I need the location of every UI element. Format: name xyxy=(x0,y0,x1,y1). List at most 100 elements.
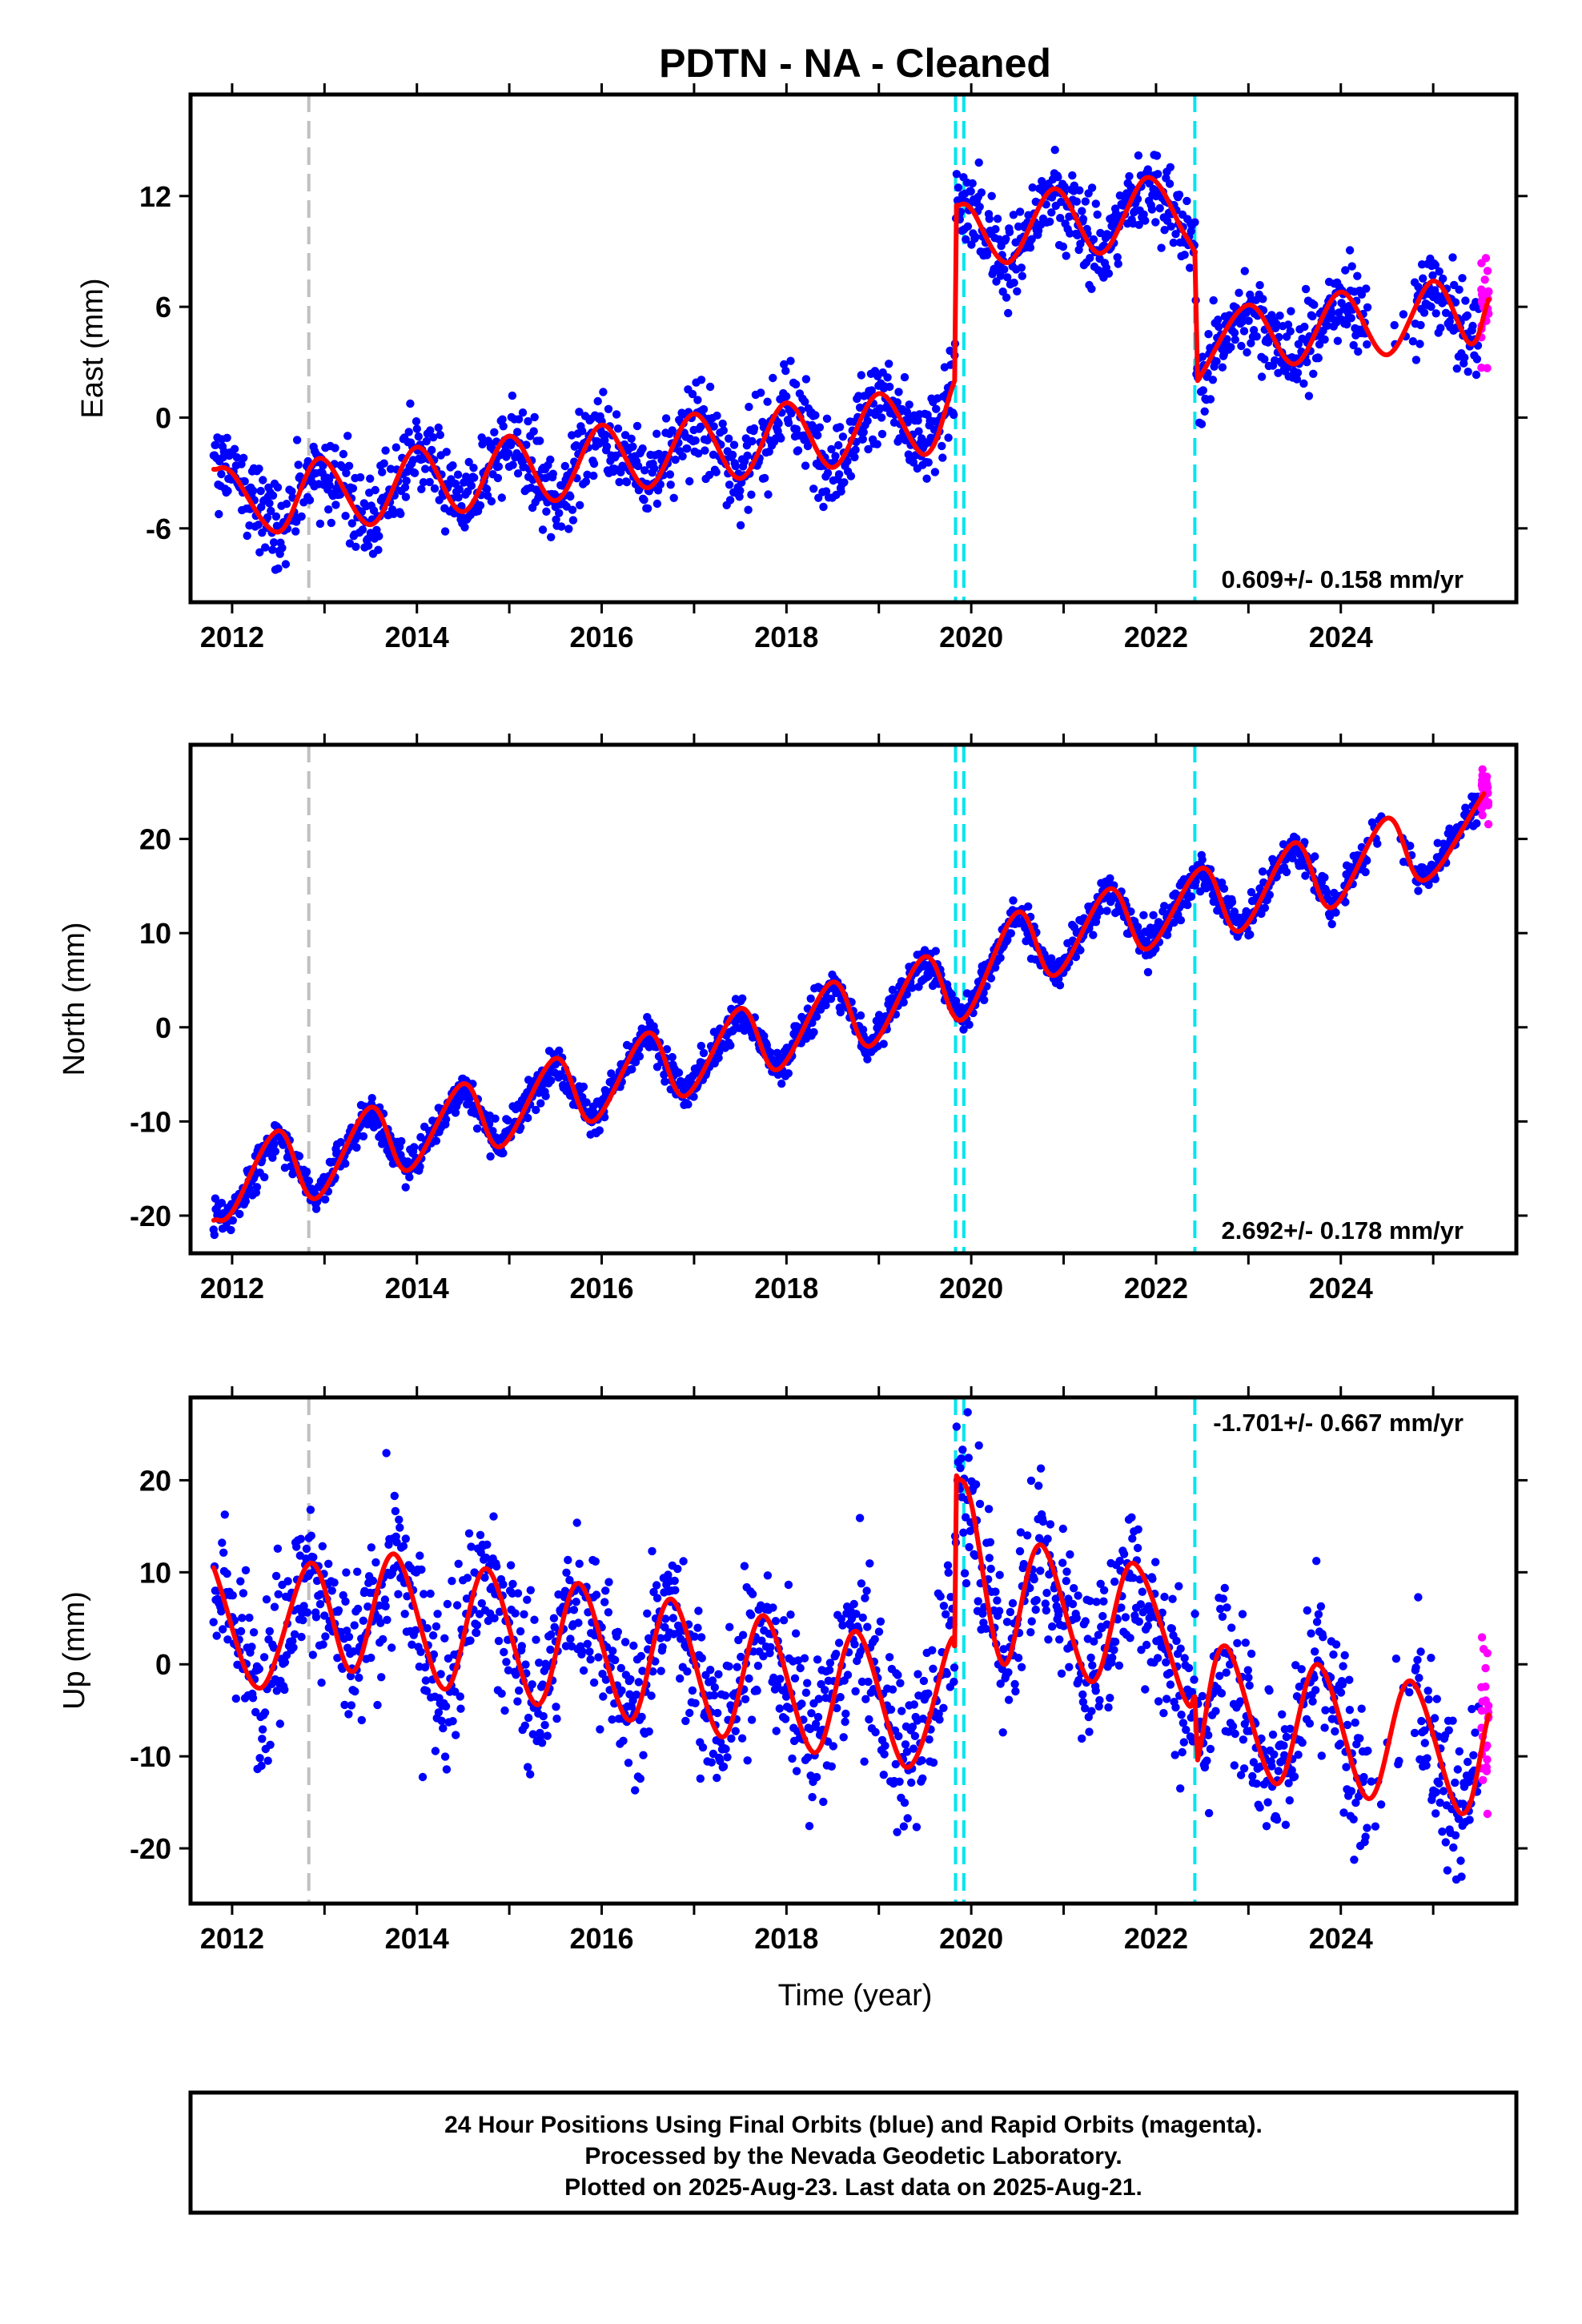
up-final-point xyxy=(863,1622,872,1631)
east-final-point xyxy=(857,371,866,380)
up-final-point xyxy=(236,1626,246,1636)
up-final-point xyxy=(670,1576,679,1586)
east-final-point xyxy=(1058,242,1068,251)
up-final-point xyxy=(995,1570,1004,1579)
up-final-point xyxy=(839,1733,848,1742)
east-final-point xyxy=(782,392,791,401)
east-final-point xyxy=(1134,151,1143,160)
north-final-point xyxy=(635,1051,644,1061)
east-final-point xyxy=(464,457,473,467)
up-final-point xyxy=(656,1634,665,1642)
up-final-point xyxy=(239,1589,248,1598)
up-final-point xyxy=(420,1663,430,1672)
up-final-point xyxy=(900,1798,909,1807)
east-final-point xyxy=(344,461,354,470)
up-final-point xyxy=(489,1512,498,1521)
east-final-point xyxy=(1015,207,1025,216)
east-final-point xyxy=(406,399,415,408)
east-final-point xyxy=(1046,217,1054,226)
east-final-point xyxy=(1274,368,1283,377)
east-final-point xyxy=(669,493,678,502)
up-final-point xyxy=(421,1676,431,1685)
east-final-point xyxy=(548,469,557,478)
up-final-point xyxy=(528,1730,537,1739)
up-final-point xyxy=(1006,1607,1015,1617)
east-final-point xyxy=(1327,308,1336,317)
east-final-point xyxy=(1237,341,1246,351)
up-final-point xyxy=(1220,1583,1230,1593)
up-final-point xyxy=(1092,1598,1101,1606)
up-final-point xyxy=(796,1663,805,1673)
east-final-point xyxy=(1293,368,1303,377)
east-final-point xyxy=(490,428,499,436)
east-final-point xyxy=(1000,265,1009,274)
east-final-point xyxy=(1186,263,1195,272)
east-final-point xyxy=(985,215,994,223)
east-final-point xyxy=(366,474,375,483)
east-final-point xyxy=(1320,335,1329,344)
up-final-point xyxy=(592,1590,601,1599)
up-final-point xyxy=(512,1671,520,1679)
up-final-point xyxy=(302,1544,311,1554)
north-ytick-label--10: -10 xyxy=(130,1105,171,1138)
north-plot-area xyxy=(209,745,1493,1253)
up-final-point xyxy=(1284,1779,1293,1787)
up-final-point xyxy=(1178,1719,1188,1727)
up-final-point xyxy=(539,1711,548,1721)
up-final-point xyxy=(763,1571,773,1580)
east-final-point xyxy=(1452,364,1462,373)
east-final-point xyxy=(974,158,983,167)
up-final-point xyxy=(391,1506,400,1516)
east-final-point xyxy=(1468,321,1477,331)
up-final-point xyxy=(1308,1697,1317,1706)
east-final-point xyxy=(287,487,296,496)
north-final-point xyxy=(397,1136,406,1146)
east-final-point xyxy=(725,434,733,443)
up-final-point xyxy=(426,1589,435,1598)
up-final-point xyxy=(1065,1663,1074,1671)
up-final-point xyxy=(669,1614,677,1622)
up-final-point xyxy=(964,1454,974,1462)
east-final-point xyxy=(900,372,909,382)
east-final-point xyxy=(1300,322,1309,332)
up-final-point xyxy=(500,1647,508,1657)
east-final-point xyxy=(256,486,265,496)
up-final-point xyxy=(1294,1751,1303,1759)
east-final-point xyxy=(1191,218,1199,227)
east-final-point xyxy=(867,386,877,395)
up-final-point xyxy=(1230,1761,1239,1770)
north-final-point xyxy=(1106,874,1114,883)
east-final-point xyxy=(1414,283,1423,292)
up-final-point xyxy=(448,1577,456,1586)
up-final-point xyxy=(1312,1618,1322,1626)
east-final-point xyxy=(348,484,358,493)
east-final-point xyxy=(1165,179,1174,188)
up-final-point xyxy=(944,1568,953,1578)
north-final-point xyxy=(432,1136,441,1145)
east-final-point xyxy=(487,497,496,506)
up-final-point xyxy=(1319,1633,1327,1642)
east-final-point xyxy=(819,502,828,512)
east-final-point xyxy=(604,404,613,413)
up-final-point xyxy=(677,1634,685,1643)
east-final-point xyxy=(1427,302,1435,312)
up-final-point xyxy=(1165,1668,1174,1678)
east-final-point xyxy=(404,428,413,436)
east-ytick-label-6: 6 xyxy=(155,291,171,324)
east-final-point xyxy=(378,468,387,476)
up-final-point xyxy=(1115,1556,1124,1566)
east-ylabel: East (mm) xyxy=(76,278,110,418)
east-final-point xyxy=(568,516,578,525)
east-final-point xyxy=(1227,343,1235,352)
up-final-point xyxy=(788,1754,797,1763)
up-final-point xyxy=(727,1734,736,1743)
north-final-point xyxy=(1047,954,1056,963)
up-final-point xyxy=(644,1727,653,1736)
up-final-point xyxy=(395,1515,404,1524)
east-final-point xyxy=(1171,230,1180,239)
east-final-point xyxy=(589,471,598,480)
east-final-point xyxy=(914,427,923,436)
north-xtick-label-2018: 2018 xyxy=(754,1272,818,1305)
